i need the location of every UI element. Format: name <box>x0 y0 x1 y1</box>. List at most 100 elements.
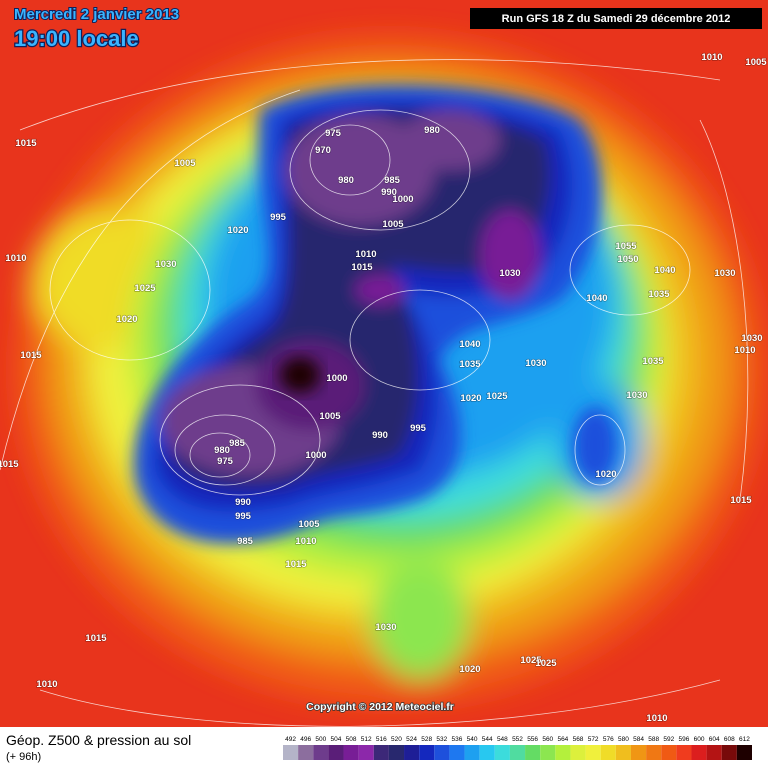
scale-swatch <box>630 745 647 760</box>
scale-swatch <box>343 745 359 760</box>
isobar-label: 1015 <box>0 459 19 470</box>
scale-swatch <box>358 745 374 760</box>
isobar-label: 1010 <box>734 345 755 356</box>
isobar-label: 1030 <box>525 358 546 369</box>
isobar-label: 1035 <box>459 359 481 370</box>
scale-label: 608 <box>724 736 735 743</box>
scale-swatch <box>525 745 541 760</box>
isobar-label: 1050 <box>617 254 638 265</box>
isobar-label: 1025 <box>134 283 156 294</box>
scale-label: 524 <box>406 736 417 743</box>
scale-label: 552 <box>512 736 523 743</box>
isobar-label: 1035 <box>648 289 670 300</box>
scale-label: 496 <box>300 736 311 743</box>
isobars <box>0 59 749 727</box>
isobar-label: 1005 <box>745 57 767 68</box>
scale-swatch <box>494 745 510 760</box>
isobar-label: 995 <box>410 423 427 434</box>
scale-label: 600 <box>694 736 705 743</box>
isobar-label: 1015 <box>351 262 373 273</box>
scale-label: 592 <box>663 736 674 743</box>
scale-label: 604 <box>709 736 720 743</box>
scale-label: 584 <box>633 736 644 743</box>
isobar-label: 1020 <box>459 664 480 675</box>
isobar-label: 1020 <box>595 469 616 480</box>
scale-label: 540 <box>467 736 478 743</box>
scale-swatch <box>540 745 556 760</box>
scale-swatch <box>706 745 722 760</box>
isobar-label: 1030 <box>155 259 176 270</box>
isobar-label: 1015 <box>85 633 107 644</box>
scale-label: 528 <box>421 736 432 743</box>
scale-label: 516 <box>376 736 387 743</box>
isobar-label: 1000 <box>326 373 347 384</box>
isobar-label: 1030 <box>741 333 762 344</box>
scale-label: 500 <box>315 736 326 743</box>
forecast-time: 19:00 locale <box>14 26 139 51</box>
isobar-label: 1020 <box>116 314 137 325</box>
isobar-label: 1015 <box>20 350 42 361</box>
isobar-label: 995 <box>270 212 287 223</box>
isobar-label: 1005 <box>319 411 341 422</box>
scale-swatch <box>661 745 677 760</box>
isobar-label: 980 <box>338 175 354 186</box>
isobar-label: 1015 <box>730 495 752 506</box>
scale-swatch <box>388 745 405 760</box>
forecast-date: Mercredi 2 janvier 2013 <box>14 6 179 23</box>
footer-lead: (+ 96h) <box>6 751 41 763</box>
scale-swatch <box>283 745 299 760</box>
scale-swatch <box>449 745 465 760</box>
isobar-label: 1010 <box>5 253 26 264</box>
scale-label: 564 <box>557 736 568 743</box>
scale-swatch <box>419 745 435 760</box>
scale-swatch <box>479 745 495 760</box>
scale-swatch <box>509 745 526 760</box>
isobar-label: 1030 <box>375 622 396 633</box>
scale-swatch <box>464 745 480 760</box>
isobar-label: 990 <box>372 430 388 441</box>
isobar-label: 1005 <box>298 519 320 530</box>
isobar-label: 1025 <box>535 658 557 669</box>
isobar-label: 1015 <box>15 138 37 149</box>
isobar-label: 1010 <box>295 536 316 547</box>
scale-label: 560 <box>542 736 553 743</box>
scale-label: 508 <box>346 736 357 743</box>
isobar-label: 1000 <box>305 450 326 461</box>
scale-swatch <box>585 745 601 760</box>
isobar-label: 975 <box>325 128 342 139</box>
scale-swatch <box>298 745 314 760</box>
isobar-label: 1010 <box>355 249 376 260</box>
scale-label: 580 <box>618 736 629 743</box>
isobar-label: 980 <box>214 445 230 456</box>
scale-swatch <box>570 745 586 760</box>
isobar-label: 995 <box>235 511 252 522</box>
isobar-label: 1040 <box>459 339 480 350</box>
isobar-label: 1010 <box>36 679 57 690</box>
footer-title: Géop. Z500 & pression au sol <box>6 732 191 748</box>
scale-swatch <box>328 745 344 760</box>
scale-swatch <box>600 745 616 760</box>
isobar-label: 1040 <box>586 293 607 304</box>
scale-label: 596 <box>678 736 689 743</box>
isobar-label: 1030 <box>499 268 520 279</box>
isobar-label: 975 <box>217 456 234 467</box>
scale-label: 556 <box>527 736 538 743</box>
isobar-label: 1025 <box>486 391 508 402</box>
scale-label: 520 <box>391 736 402 743</box>
isobar-label: 990 <box>381 187 397 198</box>
isobar-label: 985 <box>229 438 246 449</box>
scale-swatch <box>721 745 737 760</box>
isobar-label: 970 <box>315 145 331 156</box>
scale-swatch <box>555 745 571 760</box>
scale-label: 532 <box>436 736 447 743</box>
isobar-label: 1035 <box>642 356 664 367</box>
color-scale: 492 496 500 504 508 512 516 520 524 528 532 536 540 5… <box>283 736 752 760</box>
scale-label: 548 <box>497 736 508 743</box>
scale-swatch <box>615 745 631 760</box>
isobar-label: 1030 <box>714 268 735 279</box>
scale-swatch <box>373 745 389 760</box>
isobar-label: 985 <box>237 536 254 547</box>
